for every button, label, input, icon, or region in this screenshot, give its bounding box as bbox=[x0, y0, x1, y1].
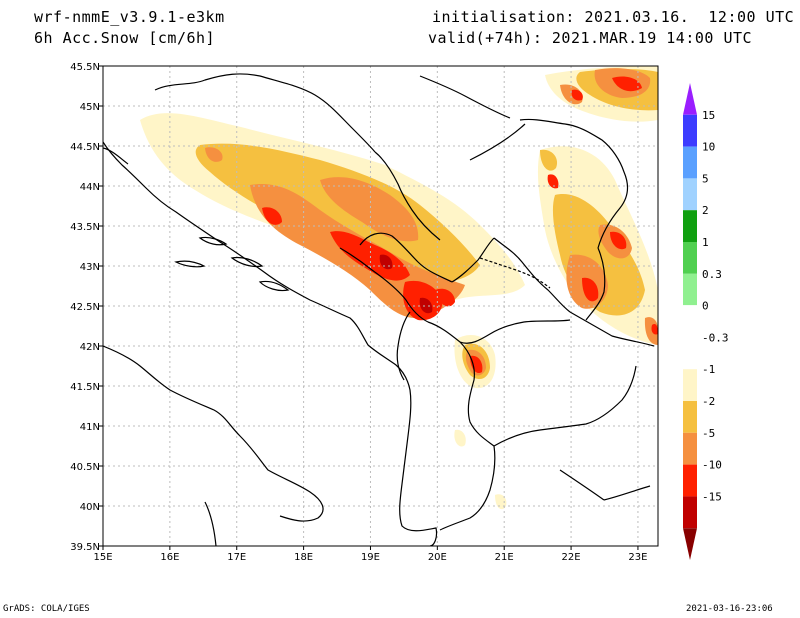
lat-tick-labels: 45.5N 45N 44.5N 44N 43.5N 43N 42.5N 42N 41.5N 41N… bbox=[70, 62, 103, 553]
legend-label: 15 bbox=[702, 109, 715, 122]
legend-label: 0.3 bbox=[702, 268, 722, 281]
lon-tick-label: 16E bbox=[160, 552, 179, 563]
lat-tick-label: 44N bbox=[80, 182, 100, 193]
lat-tick-label: 41N bbox=[80, 422, 100, 433]
lon-tick-label: 21E bbox=[495, 552, 514, 563]
legend-label: -5 bbox=[702, 427, 715, 440]
footer-left: GrADS: COLA/IGES bbox=[3, 604, 90, 614]
lon-tick-label: 20E bbox=[428, 552, 447, 563]
legend-box bbox=[682, 336, 698, 370]
legend-box bbox=[683, 496, 697, 529]
lon-tick-label: 23E bbox=[628, 552, 647, 563]
legend-label: -0.3 bbox=[702, 331, 729, 344]
legend-arrow-top bbox=[683, 83, 697, 115]
lon-tick-label: 18E bbox=[294, 552, 313, 563]
lat-tick-label: 40N bbox=[80, 502, 100, 513]
legend-box bbox=[683, 401, 697, 433]
lat-tick-label: 42N bbox=[80, 342, 100, 353]
legend-label: 2 bbox=[702, 204, 709, 217]
field-name: 6h Acc.Snow [cm/6h] bbox=[34, 29, 216, 47]
legend-box bbox=[682, 305, 698, 338]
legend-box bbox=[683, 210, 697, 242]
lat-tick-label: 41.5N bbox=[70, 382, 100, 393]
lat-tick-label: 45N bbox=[80, 102, 100, 113]
lat-tick-label: 45.5N bbox=[70, 62, 100, 73]
lon-tick-labels: 15E 16E 17E 18E 19E 20E 21E 22E 23E bbox=[93, 546, 647, 563]
lat-tick-label: 42.5N bbox=[70, 302, 100, 313]
lat-tick-label: 43N bbox=[80, 262, 100, 273]
legend-box bbox=[683, 464, 697, 497]
legend-arrow-bottom bbox=[683, 528, 697, 560]
legend-label: 10 bbox=[702, 141, 715, 154]
lat-tick-label: 40.5N bbox=[70, 462, 100, 473]
lon-tick-label: 19E bbox=[361, 552, 380, 563]
legend-box bbox=[683, 146, 697, 179]
model-name: wrf-nmmE_v3.9.1-e3km bbox=[34, 8, 225, 26]
valid-time: valid(+74h): 2021.MAR.19 14:00 UTC bbox=[428, 29, 753, 47]
lon-tick-label: 17E bbox=[227, 552, 246, 563]
footer-right: 2021-03-16-23:06 bbox=[686, 604, 773, 614]
coastlines-borders bbox=[103, 73, 655, 546]
legend-box bbox=[683, 178, 697, 211]
legend-box bbox=[683, 369, 697, 401]
lon-tick-label: 22E bbox=[562, 552, 581, 563]
legend-box bbox=[683, 242, 697, 274]
legend-label: 0 bbox=[702, 300, 709, 313]
color-legend: 15 10 5 2 1 0.3 0 -0.3 -1 -2 -5 -10 -15 bbox=[682, 83, 729, 560]
legend-box bbox=[683, 432, 697, 465]
graticule bbox=[103, 66, 658, 546]
legend-label: 5 bbox=[702, 172, 709, 185]
lat-tick-label: 43.5N bbox=[70, 222, 100, 233]
legend-label: -1 bbox=[702, 363, 715, 376]
legend-label: -10 bbox=[702, 459, 722, 472]
lon-tick-label: 15E bbox=[93, 552, 112, 563]
legend-box bbox=[683, 114, 697, 147]
legend-box bbox=[683, 273, 697, 306]
lat-tick-label: 44.5N bbox=[70, 142, 100, 153]
legend-label: -2 bbox=[702, 395, 715, 408]
lat-tick-label: 39.5N bbox=[70, 542, 100, 553]
legend-label: -15 bbox=[702, 490, 722, 503]
legend-label: 1 bbox=[702, 236, 709, 249]
init-time: initialisation: 2021.03.16. 12:00 UTC bbox=[432, 8, 795, 26]
